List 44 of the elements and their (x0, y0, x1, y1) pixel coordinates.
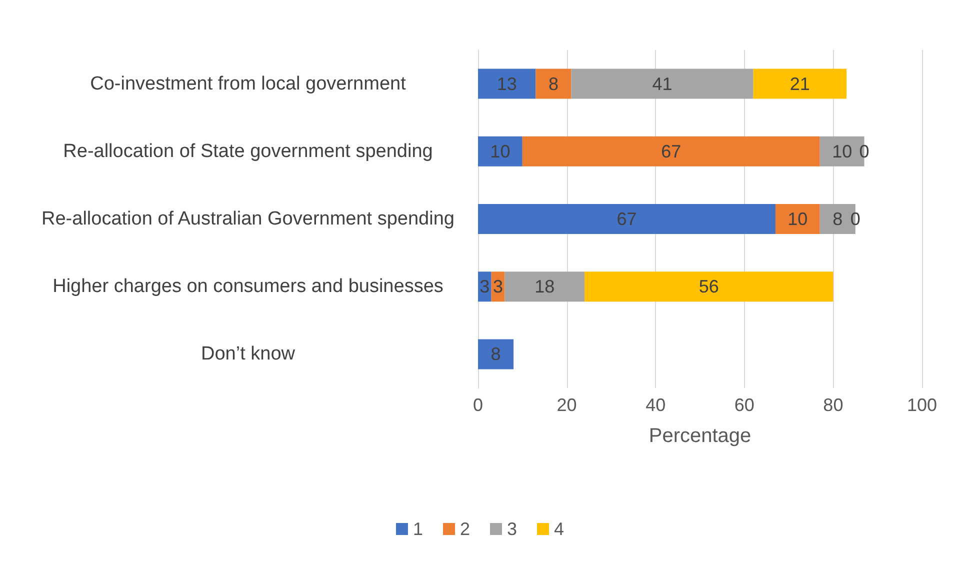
x-tick-label: 0 (472, 395, 484, 415)
y-tick-label: Don’t know (201, 344, 296, 365)
bar (536, 68, 572, 99)
data-label: 10 (832, 141, 852, 162)
data-label: 21 (790, 74, 810, 94)
data-label: 3 (480, 276, 490, 297)
y-tick-label: Co-investment from local government (90, 73, 407, 94)
data-label: 10 (490, 141, 510, 162)
data-label: 8 (832, 209, 843, 229)
bar (478, 136, 522, 166)
data-label: 3 (492, 276, 503, 297)
data-label: 0 (859, 141, 870, 162)
data-label: 8 (548, 74, 558, 94)
legend-label: 3 (507, 519, 518, 539)
data-label: 0 (850, 209, 860, 229)
x-tick-label: 20 (556, 395, 577, 415)
data-label: 13 (496, 74, 517, 94)
data-label: 67 (661, 141, 682, 162)
bar (775, 204, 820, 234)
x-tick-label: 80 (823, 395, 844, 415)
data-label: 8 (490, 344, 501, 364)
legend-label: 4 (554, 519, 564, 539)
x-tick-label: 40 (646, 395, 666, 415)
bar (478, 204, 776, 234)
bar (571, 68, 754, 99)
bar (753, 68, 847, 99)
data-label: 67 (616, 209, 637, 229)
data-label: 41 (652, 74, 672, 94)
legend-label: 2 (460, 519, 470, 539)
y-tick-label: Higher charges on consumers and businesses (52, 276, 444, 298)
x-tick-label: 100 (906, 395, 938, 415)
y-tick-label: Re-allocation of Australian Government spending (42, 208, 454, 230)
data-label: 10 (788, 209, 808, 229)
bar (584, 272, 834, 302)
y-tick-label: Re-allocation of State government spending (63, 140, 433, 162)
bar (478, 68, 536, 99)
data-label: 18 (534, 276, 555, 297)
data-label: 56 (698, 276, 719, 297)
x-tick-label: 60 (734, 395, 754, 415)
x-axis-title: Percentage (648, 425, 752, 447)
legend-label: 1 (412, 519, 423, 539)
bar (522, 136, 820, 166)
bar (478, 339, 514, 370)
bar (504, 272, 585, 302)
